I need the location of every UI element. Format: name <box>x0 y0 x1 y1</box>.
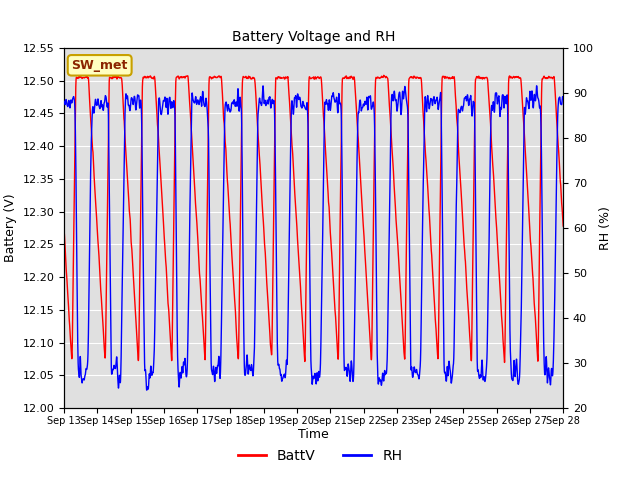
Legend: BattV, RH: BattV, RH <box>232 443 408 468</box>
Title: Battery Voltage and RH: Battery Voltage and RH <box>232 30 396 44</box>
Text: SW_met: SW_met <box>72 59 128 72</box>
Y-axis label: RH (%): RH (%) <box>600 206 612 250</box>
X-axis label: Time: Time <box>298 429 329 442</box>
Y-axis label: Battery (V): Battery (V) <box>4 194 17 262</box>
